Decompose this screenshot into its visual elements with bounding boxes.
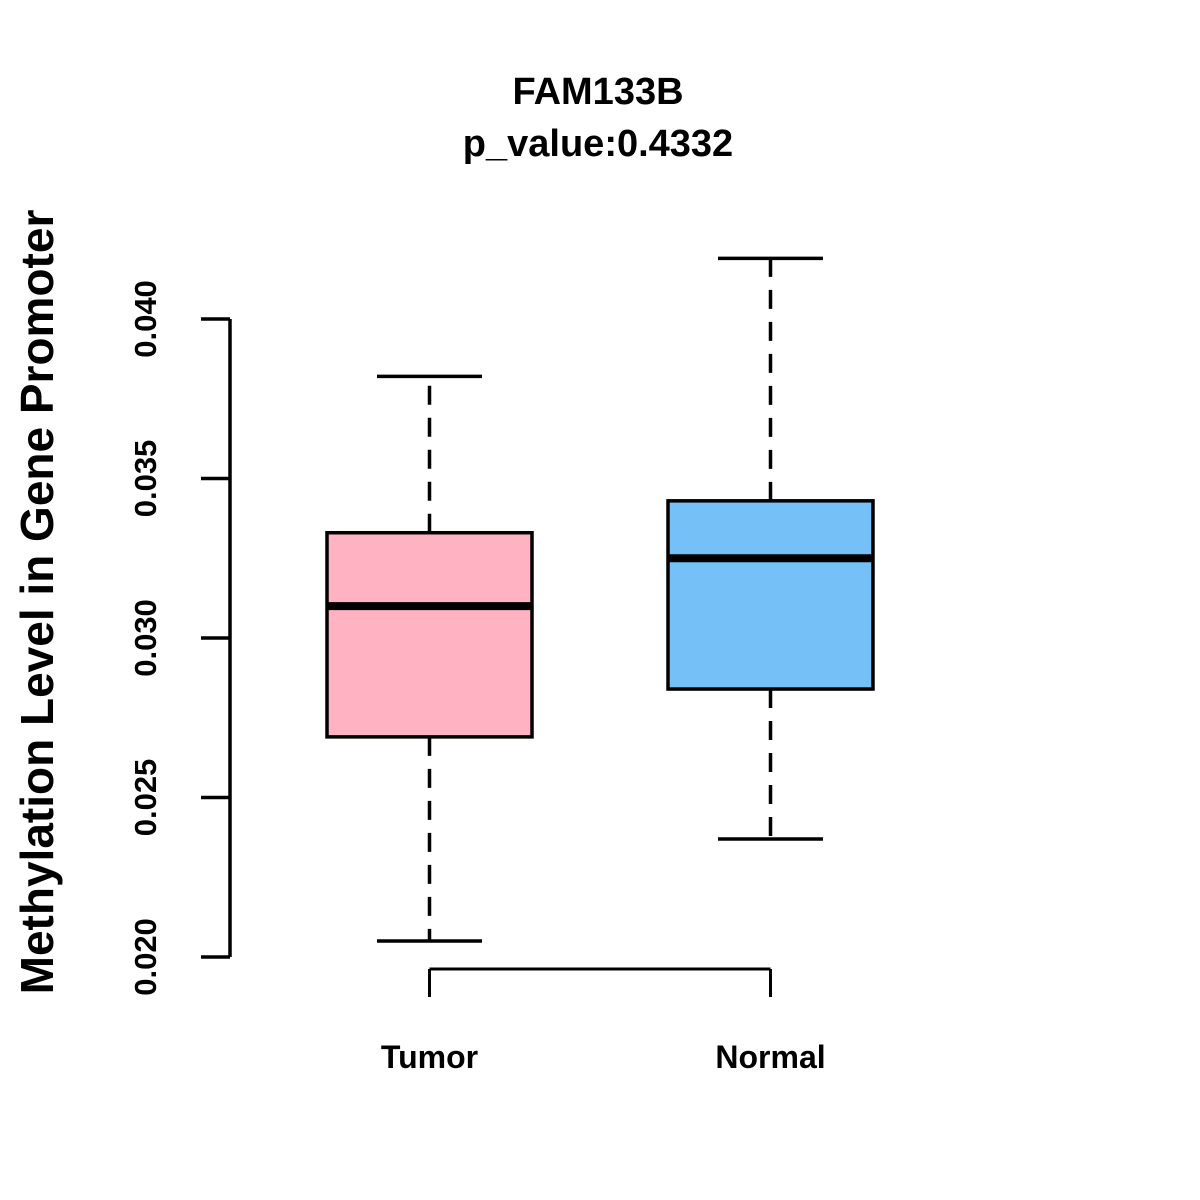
y-axis: 0.020 0.025 0.030 0.035 0.040	[128, 280, 232, 996]
tumor-box	[325, 530, 534, 739]
y-axis-tick-label: 0.025	[128, 759, 163, 837]
chart-title: FAM133B	[512, 71, 683, 113]
y-axis-tick-label: 0.030	[128, 599, 163, 677]
plot-area	[325, 256, 875, 943]
x-axis-label-tumor: Tumor	[381, 1039, 478, 1075]
x-axis-label-normal: Normal	[715, 1039, 825, 1075]
chart-subtitle: p_value:0.4332	[463, 123, 733, 165]
x-axis: Tumor Normal	[381, 967, 826, 1075]
y-axis-tick-label: 0.035	[128, 440, 163, 518]
y-axis-tick-label: 0.040	[128, 280, 163, 358]
y-axis-title: Methylation Level in Gene Promoter	[11, 210, 63, 995]
y-axis-tick-label: 0.020	[128, 918, 163, 996]
normal-box	[666, 499, 875, 691]
